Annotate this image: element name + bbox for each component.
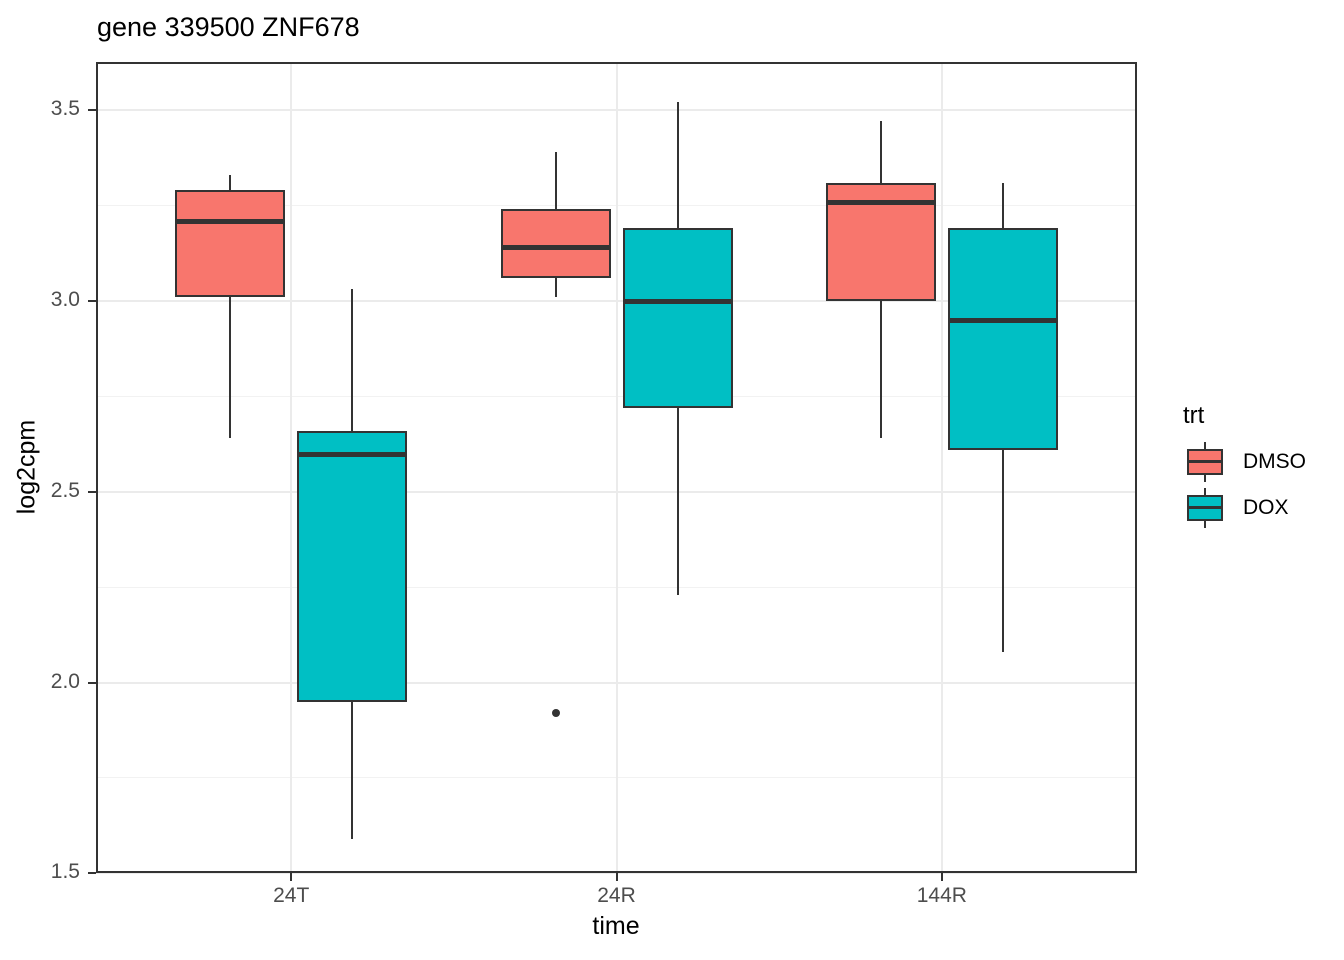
y-tick-label: 3.0: [50, 287, 80, 311]
x-tick-label: 24R: [597, 884, 636, 907]
legend-label-dox: DOX: [1243, 496, 1289, 519]
x-major-gridline: [290, 62, 293, 873]
legend-label-dmso: DMSO: [1243, 450, 1306, 473]
x-tick-mark: [615, 873, 618, 881]
legend-key-median-line: [1189, 506, 1221, 509]
x-tick-label: 144R: [916, 884, 967, 907]
boxplot-box-dox-24t: [297, 430, 408, 702]
x-major-gridline: [615, 62, 618, 873]
y-tick-label: 2.0: [50, 669, 80, 693]
boxplot-box-dmso-24r: [500, 209, 611, 278]
x-tick-mark: [290, 873, 293, 881]
boxplot-whisker-dmso-24t: [229, 174, 232, 439]
boxplot-median-dmso-144r: [825, 199, 936, 205]
legend: trt DMSO DOX: [1175, 402, 1306, 528]
y-tick-label: 3.5: [50, 97, 80, 120]
boxplot-box-dox-144r: [947, 228, 1058, 450]
x-tick-mark: [940, 873, 943, 881]
boxplot-median-dmso-24r: [500, 245, 611, 251]
legend-key-median-line: [1189, 460, 1221, 463]
y-tick-label: 1.5: [50, 860, 80, 884]
y-tick-mark: [88, 299, 96, 302]
legend-entry-dmso: DMSO: [1175, 442, 1306, 482]
boxplot-median-dox-144r: [947, 317, 1058, 323]
y-tick-label: 2.5: [50, 478, 80, 502]
boxplot-median-dox-24r: [622, 298, 733, 304]
boxplot-median-dox-24t: [297, 451, 408, 457]
boxplot-box-dmso-24t: [175, 190, 286, 298]
legend-key-boxplot-glyph: [1187, 442, 1223, 482]
boxplot-median-dmso-24t: [175, 218, 286, 224]
x-major-gridline: [940, 62, 943, 873]
x-axis-title: time: [592, 912, 640, 940]
legend-entry-dox: DOX: [1175, 488, 1306, 528]
x-tick-label: 24T: [273, 884, 310, 907]
outlier-point-dmso-24r: [551, 709, 560, 718]
y-tick-mark: [88, 872, 96, 875]
boxplot-box-dox-24r: [622, 228, 733, 408]
y-tick-mark: [88, 681, 96, 684]
y-tick-mark: [88, 109, 96, 111]
legend-title: trt: [1183, 402, 1205, 429]
plot-title: gene 339500 ZNF678: [97, 12, 360, 42]
legend-key-boxplot-glyph: [1187, 488, 1223, 528]
y-tick-mark: [88, 490, 96, 493]
